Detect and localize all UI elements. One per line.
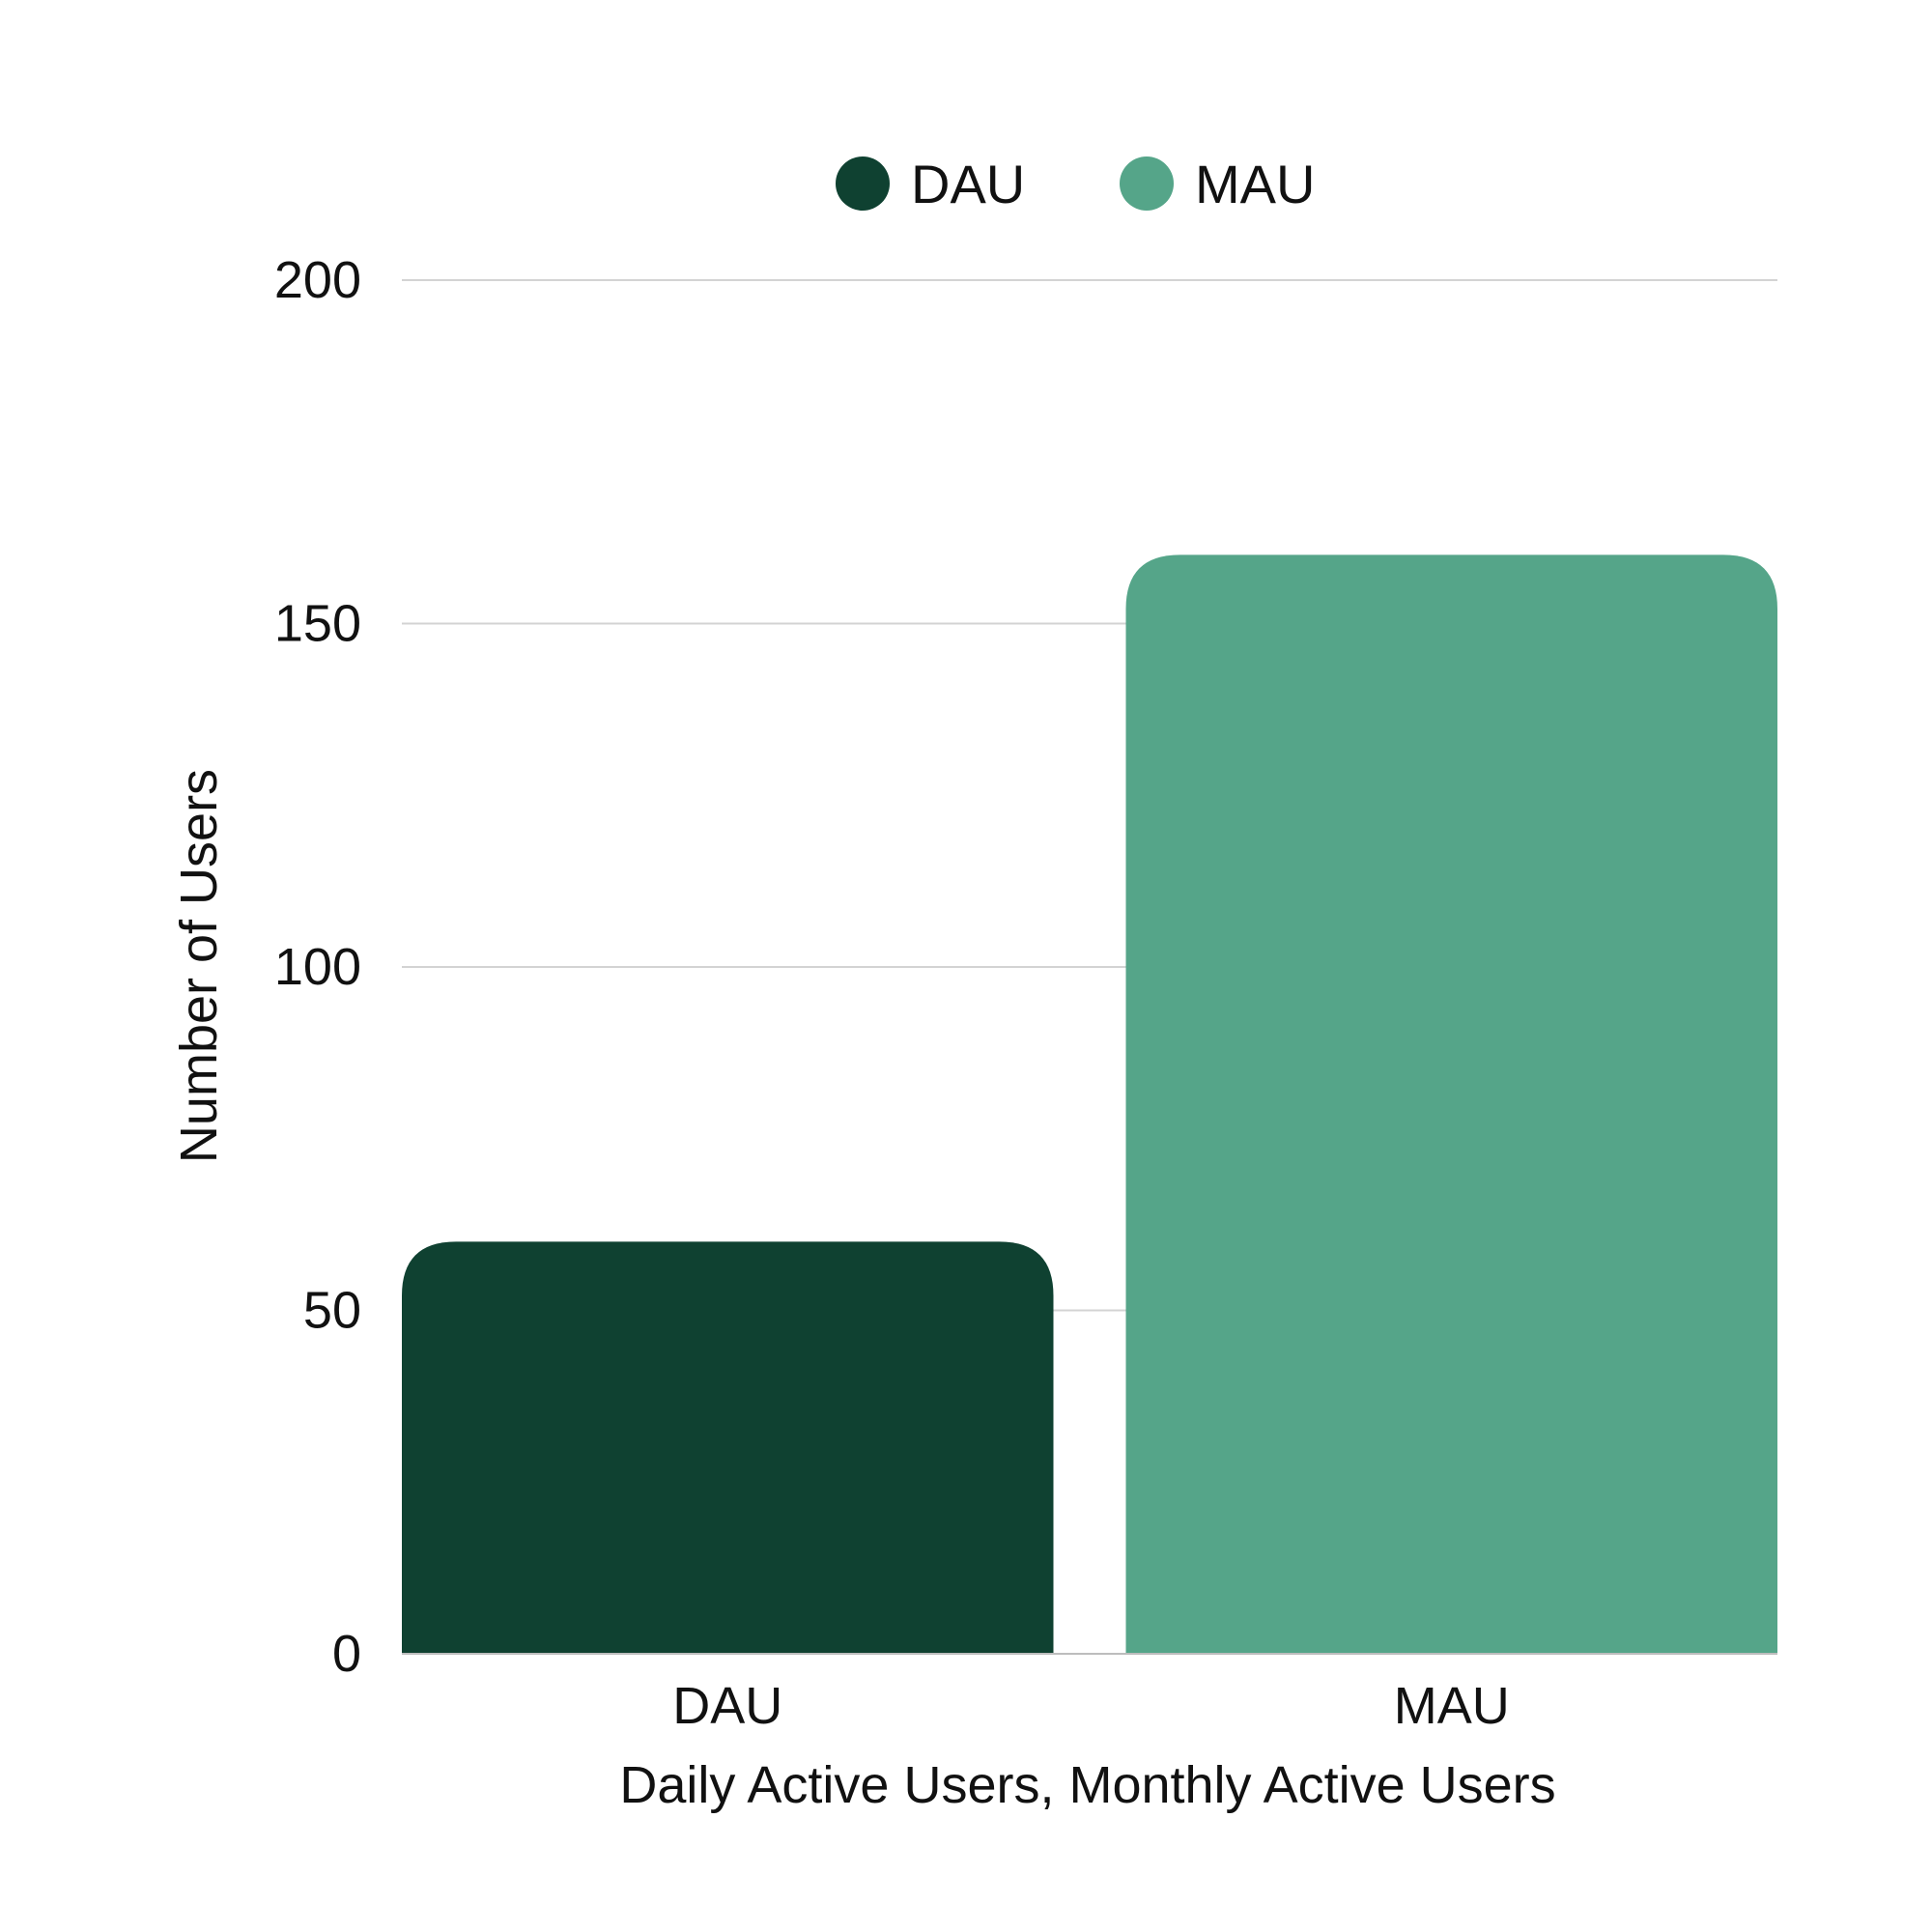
y-axis-title: Number of Users [170, 769, 228, 1163]
bar-mau [1125, 554, 1777, 1654]
x-axis-title: Daily Active Users, Monthly Active Users [619, 1756, 1555, 1814]
bars [402, 554, 1777, 1654]
x-tick-label-dau: DAU [672, 1677, 782, 1735]
bar-dau [402, 1241, 1054, 1654]
legend-swatch-mau [1120, 156, 1174, 211]
legend: DAU MAU [836, 154, 1315, 214]
y-tick-label: 200 [274, 251, 361, 309]
legend-item-mau[interactable]: MAU [1120, 154, 1315, 214]
x-tick-label-mau: MAU [1394, 1677, 1510, 1735]
legend-label-mau: MAU [1195, 154, 1315, 214]
y-axis-ticks: 0 50 100 150 200 [274, 251, 361, 1683]
y-tick-label: 50 [303, 1282, 361, 1340]
x-axis-categories: DAU MAU [672, 1677, 1510, 1735]
y-tick-label: 150 [274, 595, 361, 653]
legend-swatch-dau [836, 156, 890, 211]
y-tick-label: 0 [332, 1625, 361, 1683]
y-tick-label: 100 [274, 938, 361, 996]
legend-item-dau[interactable]: DAU [836, 154, 1025, 214]
legend-label-dau: DAU [911, 154, 1025, 214]
